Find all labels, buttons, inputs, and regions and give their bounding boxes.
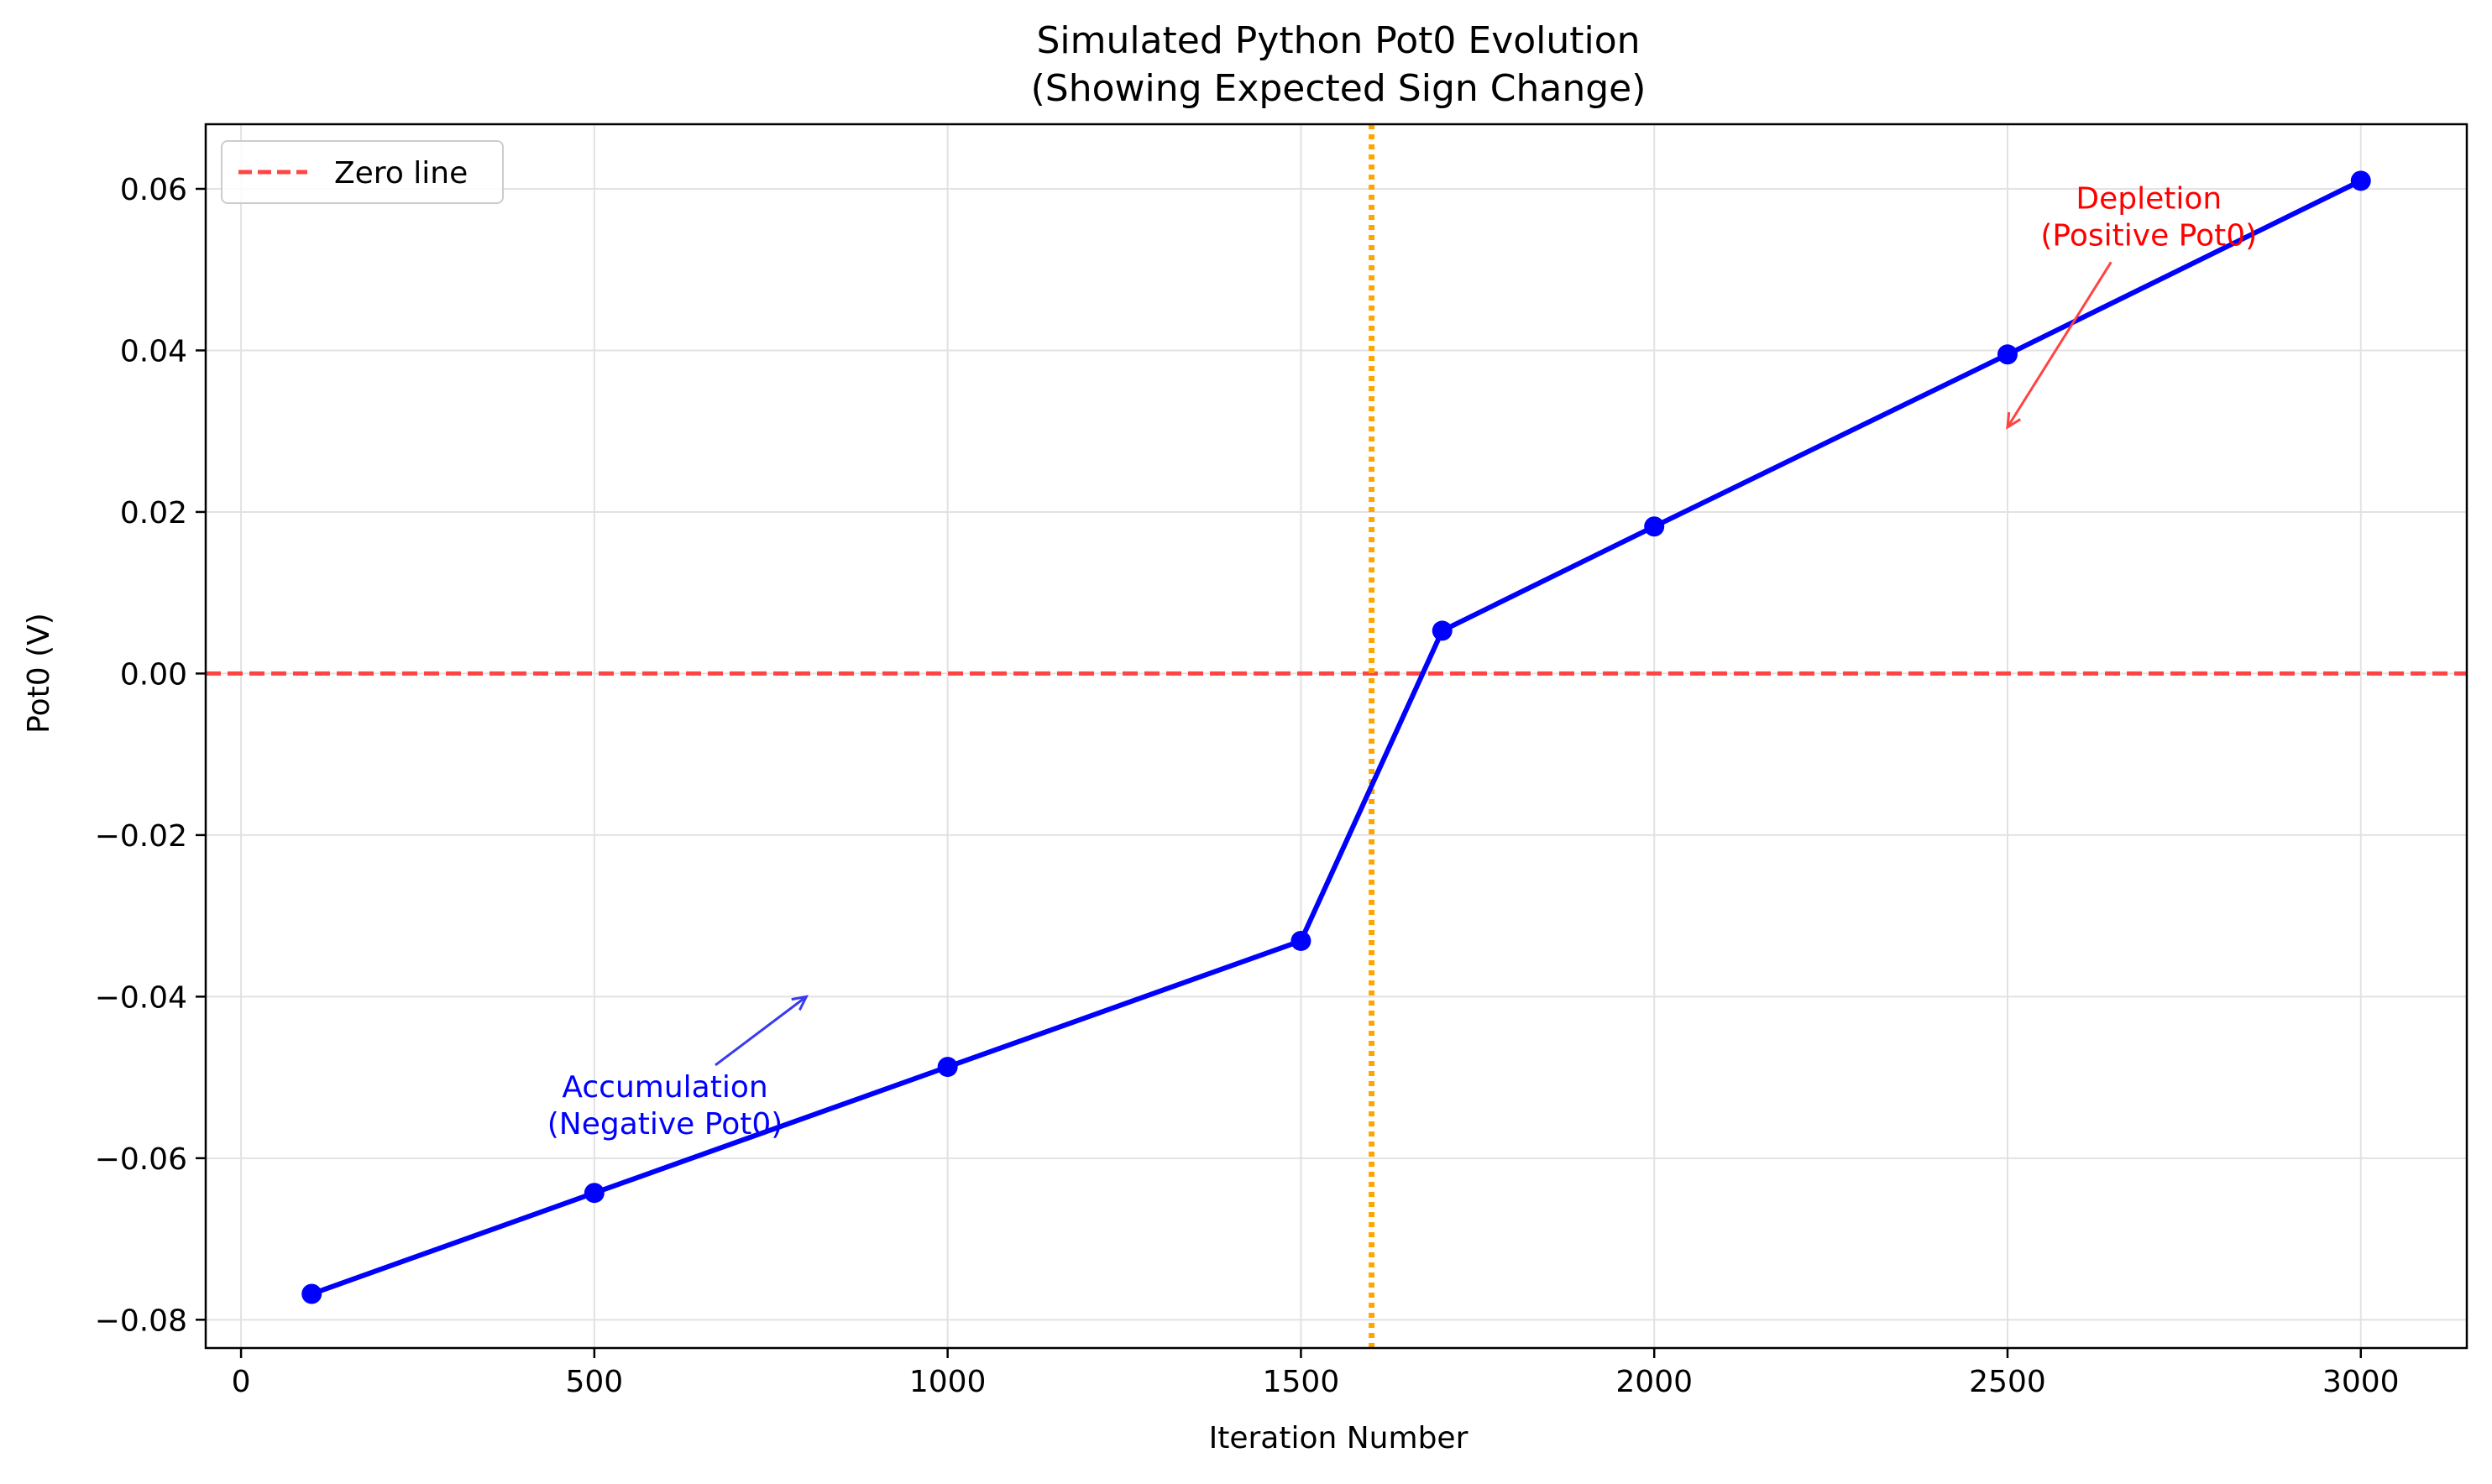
annotation-text-0-1: (Negative Pot0) — [547, 1107, 783, 1142]
annotation-arrow-1 — [2006, 261, 2112, 430]
annotations: Accumulation(Negative Pot0) Depletion(Pos… — [547, 181, 2257, 1142]
data-point-2 — [937, 1057, 958, 1078]
chart-title: Simulated Python Pot0 Evolution — [1036, 19, 1640, 62]
x-tick-label-2: 1000 — [909, 1365, 987, 1399]
data-point-3 — [1290, 930, 1311, 951]
x-tick-label-5: 2500 — [1969, 1365, 2046, 1399]
y-axis-label: Pot0 (V) — [22, 613, 56, 734]
x-tick-label-0: 0 — [232, 1365, 251, 1399]
chart-subtitle: (Showing Expected Sign Change) — [1031, 67, 1646, 110]
annotation-text-1-1: (Positive Pot0) — [2040, 218, 2257, 253]
data-point-4 — [1432, 620, 1453, 641]
annotation-text-1-0: Depletion — [2076, 181, 2222, 216]
y-ticks: −0.08 −0.06 −0.04 −0.02 0.00 0.02 0.04 0.06 — [95, 173, 206, 1338]
legend-label-zero-line: Zero line — [334, 156, 468, 191]
y-tick-label-7: 0.06 — [120, 173, 187, 207]
y-tick-label-0: −0.08 — [95, 1304, 187, 1338]
annotation-text-0-0: Accumulation — [562, 1070, 767, 1105]
data-point-7 — [2350, 170, 2371, 191]
x-tick-label-3: 1500 — [1263, 1365, 1340, 1399]
y-tick-label-2: −0.04 — [95, 980, 187, 1015]
y-tick-label-6: 0.04 — [120, 334, 187, 368]
series-layer — [301, 170, 2371, 1304]
reference-lines — [206, 124, 2467, 1348]
data-point-1 — [584, 1183, 605, 1204]
x-tick-label-1: 500 — [566, 1365, 624, 1399]
y-tick-label-3: −0.02 — [95, 819, 187, 854]
series-line-0 — [311, 178, 2363, 1297]
axes-frame — [204, 123, 2468, 1350]
data-point-0 — [301, 1283, 322, 1304]
x-tick-label-4: 2000 — [1615, 1365, 1693, 1399]
x-ticks: 0 500 1000 1500 2000 2500 3000 — [232, 1348, 2400, 1399]
x-tick-label-6: 3000 — [2322, 1365, 2400, 1399]
y-tick-label-1: −0.06 — [95, 1142, 187, 1177]
y-tick-label-5: 0.02 — [120, 496, 187, 530]
data-point-6 — [1997, 344, 2018, 365]
grid — [206, 124, 2467, 1348]
legend-box — [221, 140, 504, 204]
x-axis-label: Iteration Number — [1209, 1421, 1468, 1455]
y-tick-label-4: 0.00 — [120, 657, 187, 692]
annotation-arrow-0 — [715, 995, 809, 1067]
data-point-5 — [1644, 516, 1665, 537]
legend: Zero line — [221, 140, 504, 204]
